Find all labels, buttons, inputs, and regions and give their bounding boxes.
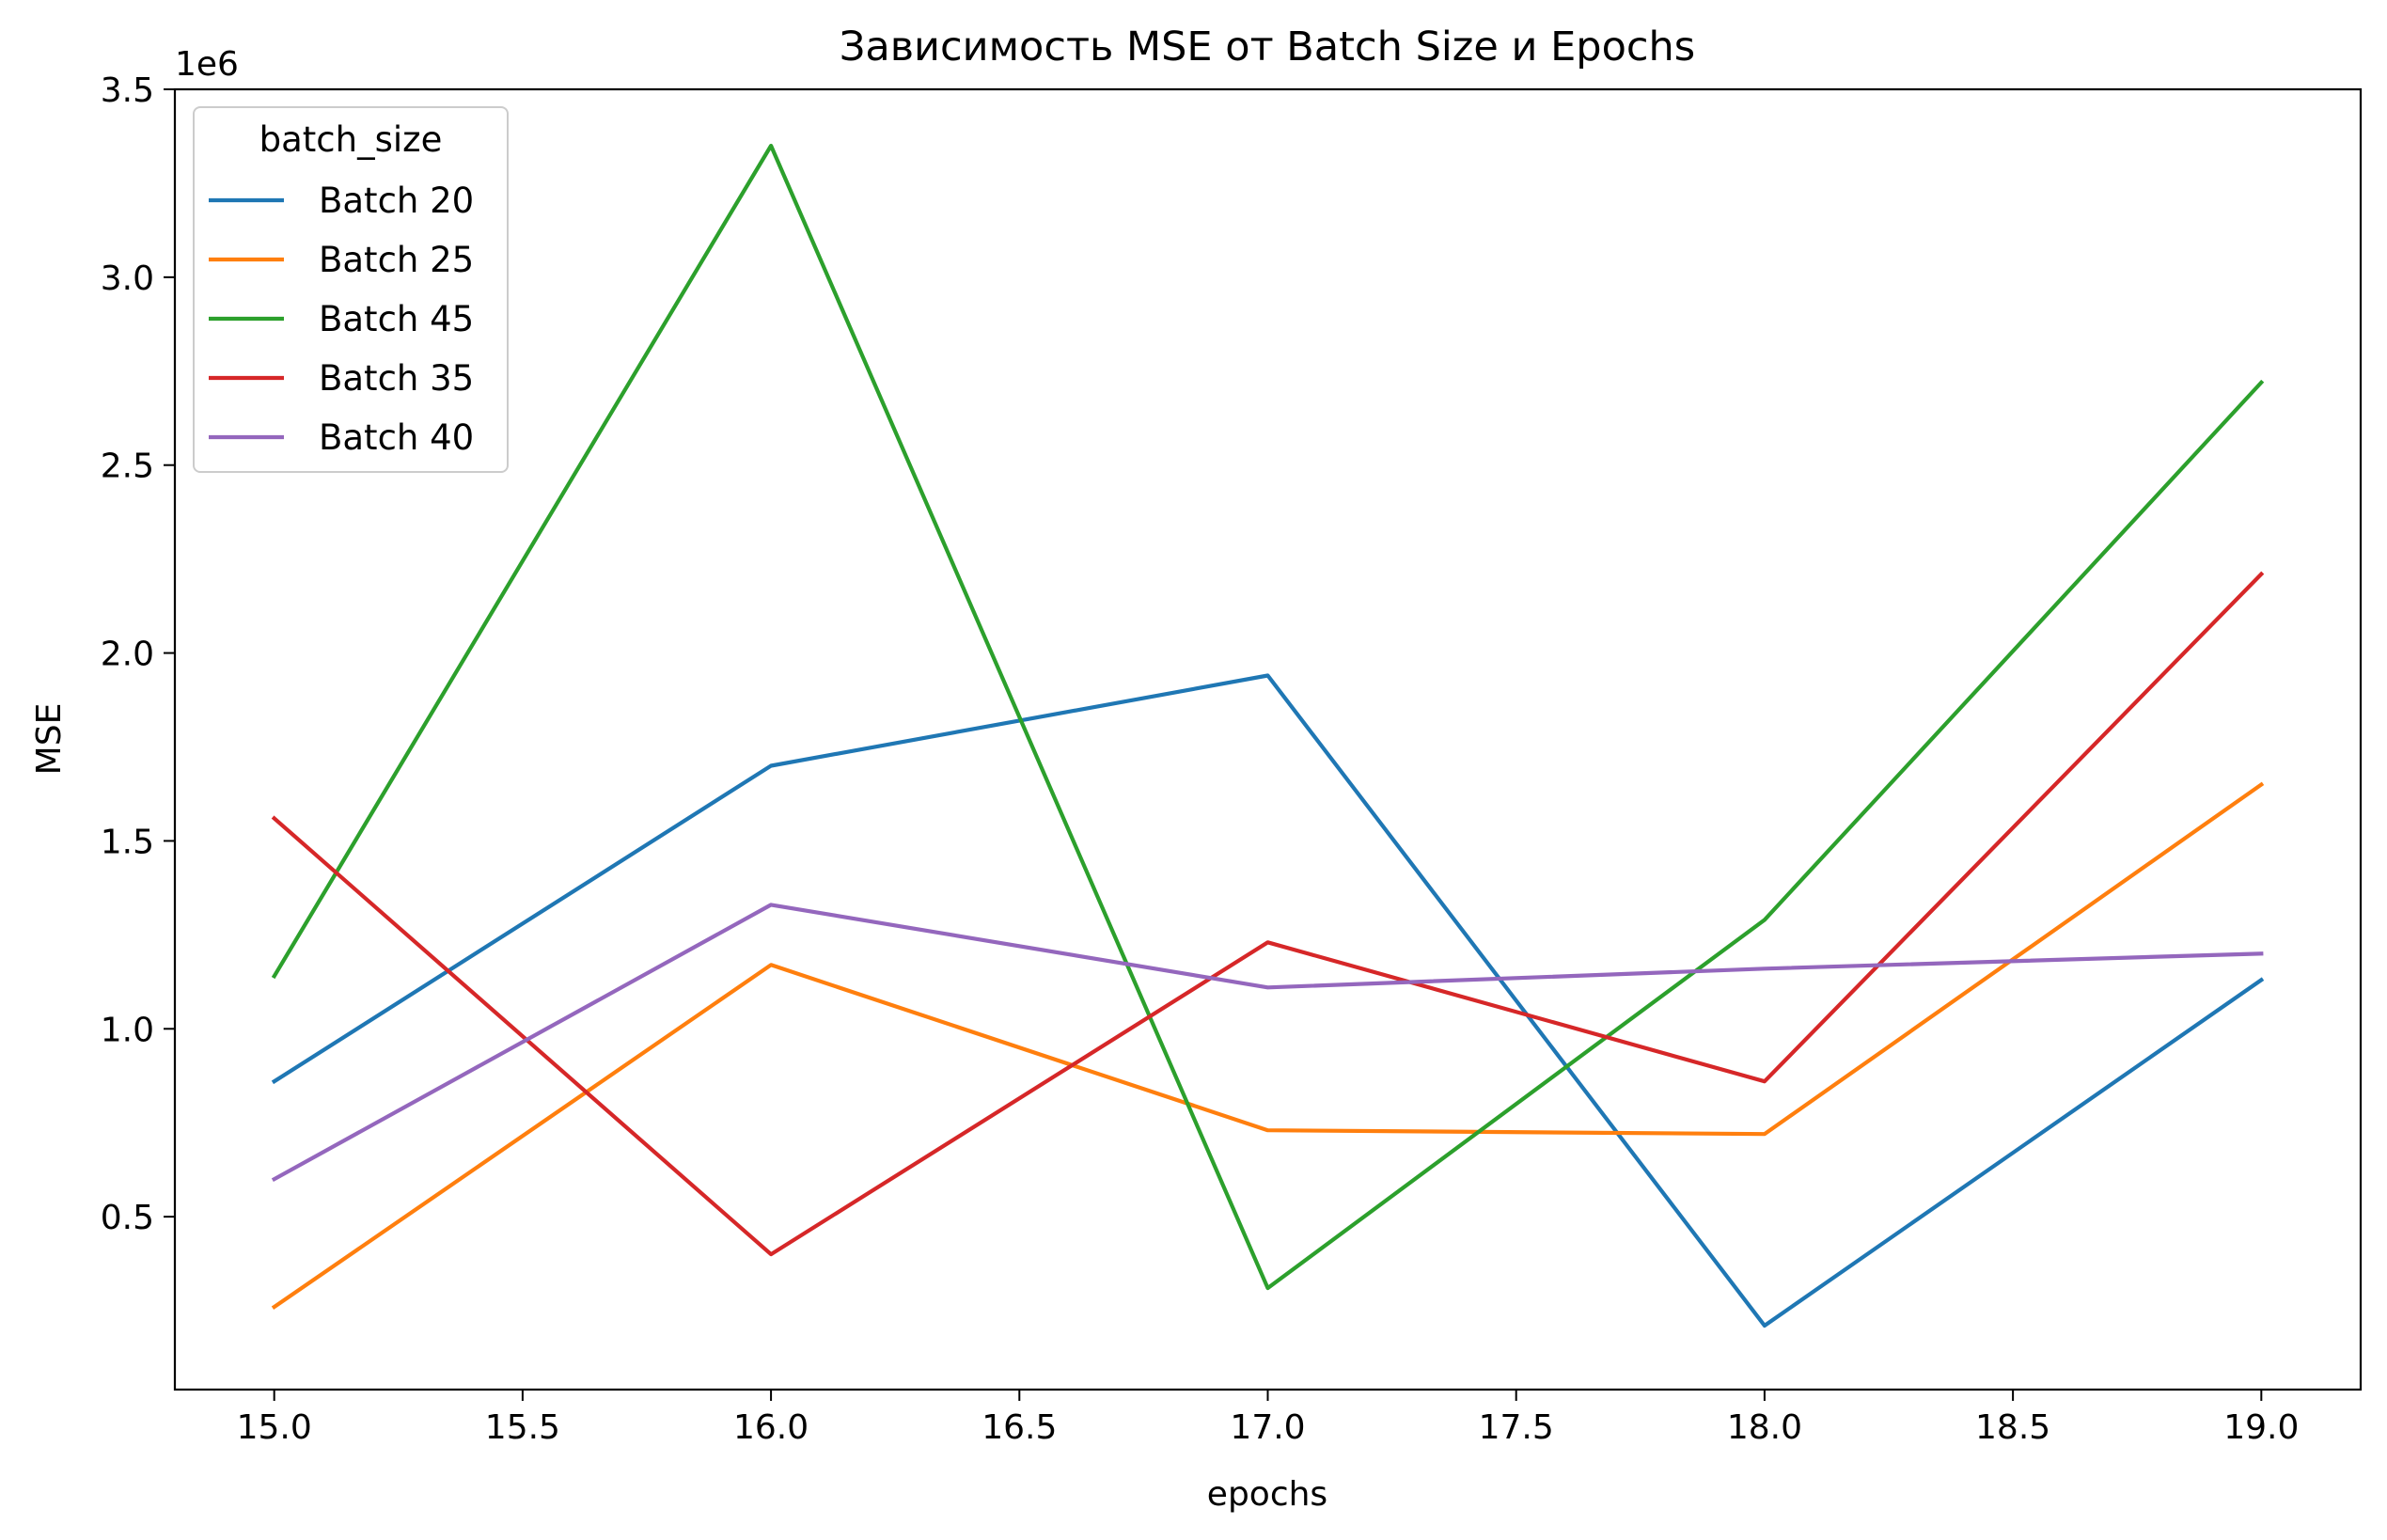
- series-line-batch-40: [271, 903, 2264, 1183]
- x-axis-ticks: 15.0 15.5 16.0 16.5 17.0 17.5 18.0 18.5 19.0: [237, 1390, 2299, 1447]
- y-axis-label: MSE: [30, 703, 69, 776]
- y-axis-scale-label: 1e6: [175, 45, 239, 84]
- x-tick-label: 17.0: [1230, 1408, 1305, 1447]
- y-tick-label: 3.0: [101, 259, 154, 298]
- legend-label: Batch 40: [319, 417, 474, 458]
- x-tick-label: 16.0: [733, 1408, 809, 1447]
- x-tick-label: 18.5: [1975, 1408, 2050, 1447]
- x-tick-label: 17.5: [1479, 1408, 1554, 1447]
- series-line-batch-20: [271, 673, 2265, 1328]
- series-line-batch-25: [271, 781, 2265, 1311]
- x-tick-label: 16.5: [981, 1408, 1057, 1447]
- y-tick-label: 2.5: [101, 448, 154, 486]
- x-tick-label: 15.0: [237, 1408, 312, 1447]
- legend-label: Batch 25: [319, 240, 474, 280]
- legend-entries: Batch 20 Batch 25 Batch 45 Batch 35 Batch 40: [209, 181, 474, 458]
- x-tick-label: 15.5: [485, 1408, 560, 1447]
- x-tick-label: 19.0: [2223, 1408, 2299, 1447]
- y-tick-label: 1.0: [101, 1011, 154, 1049]
- y-tick-label: 3.5: [101, 71, 154, 110]
- legend-label: Batch 45: [319, 299, 474, 339]
- legend-title: batch_size: [259, 119, 443, 160]
- series-line-batch-45: [271, 143, 2265, 1291]
- chart-title: Зависимость MSE от Batch Size и Epochs: [840, 24, 1695, 71]
- y-tick-label: 0.5: [101, 1199, 154, 1237]
- legend-label: Batch 35: [319, 358, 474, 399]
- series-group: [271, 143, 2265, 1328]
- plot-area: [173, 87, 2363, 1391]
- x-axis-label: epochs: [1207, 1475, 1327, 1514]
- series-line-batch-35: [271, 571, 2265, 1257]
- y-tick-label: 1.5: [101, 823, 154, 861]
- y-tick-label: 2.0: [101, 636, 154, 674]
- legend-label: Batch 20: [319, 181, 474, 221]
- y-axis-ticks: 0.5 1.0 1.5 2.0 2.5 3.0 3.5: [101, 71, 175, 1237]
- x-tick-label: 18.0: [1727, 1408, 1802, 1447]
